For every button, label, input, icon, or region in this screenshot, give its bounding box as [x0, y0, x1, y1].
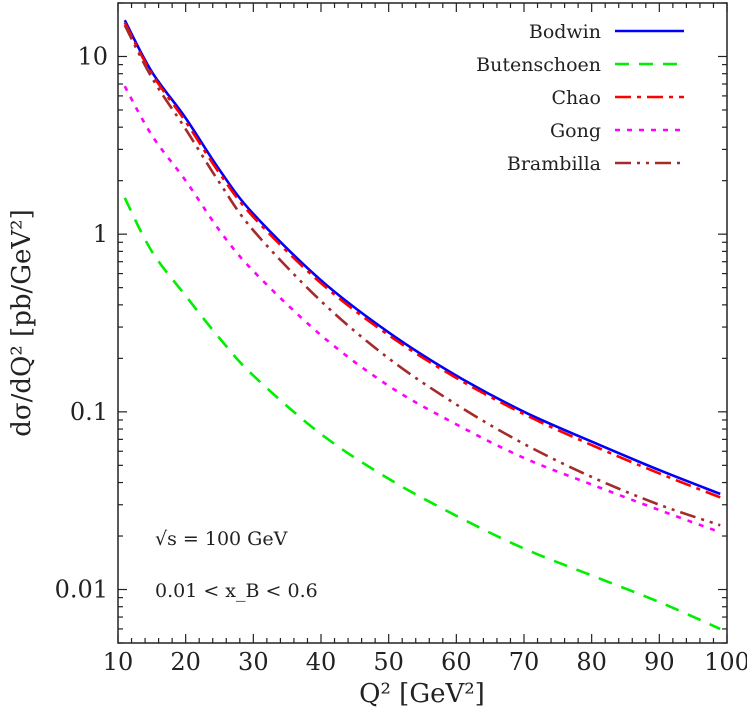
x-tick-label: 40 [306, 648, 337, 676]
legend-label-gong: Gong [550, 120, 601, 142]
legend-label-butenschoen: Butenschoen [476, 54, 601, 76]
x-tick-label: 50 [373, 648, 404, 676]
y-tick-label: 1 [93, 220, 108, 248]
x-tick-label: 20 [170, 648, 201, 676]
x-tick-label: 10 [103, 648, 134, 676]
x-tick-label: 80 [576, 648, 607, 676]
plot-frame [117, 2, 728, 644]
x-tick-label: 70 [509, 648, 540, 676]
series-line-gong [123, 85, 721, 534]
x-axis-label: Q² [GeV²] [359, 679, 485, 709]
legend: Bodwin Butenschoen Chao Gong Brambilla [476, 21, 684, 175]
legend-label-brambilla: Brambilla [507, 153, 601, 175]
y-tick-label: 0.01 [55, 576, 108, 604]
x-tick-label: 60 [441, 648, 472, 676]
legend-label-chao: Chao [551, 87, 601, 109]
x-tick-label: 30 [238, 648, 269, 676]
y-tick-label: 10 [77, 42, 108, 70]
annotation-xb-range: 0.01 < x_B < 0.6 [155, 580, 318, 602]
series-line-butenschoen [123, 197, 721, 631]
series-line-brambilla [123, 24, 721, 527]
curves [123, 19, 721, 631]
x-tick-label: 100 [704, 648, 747, 676]
y-tick-label: 0.1 [70, 398, 108, 426]
legend-label-bodwin: Bodwin [529, 21, 601, 43]
y-axis-label: dσ/dQ² [pb/GeV²] [7, 209, 37, 437]
series-line-bodwin [123, 19, 721, 496]
series-line-chao [123, 22, 721, 499]
x-tick-label: 90 [644, 648, 675, 676]
ticks: 10 20 30 40 50 60 70 80 90 100 10 1 0.1 0.01 [55, 2, 747, 676]
annotation-energy: √s = 100 GeV [155, 528, 288, 550]
